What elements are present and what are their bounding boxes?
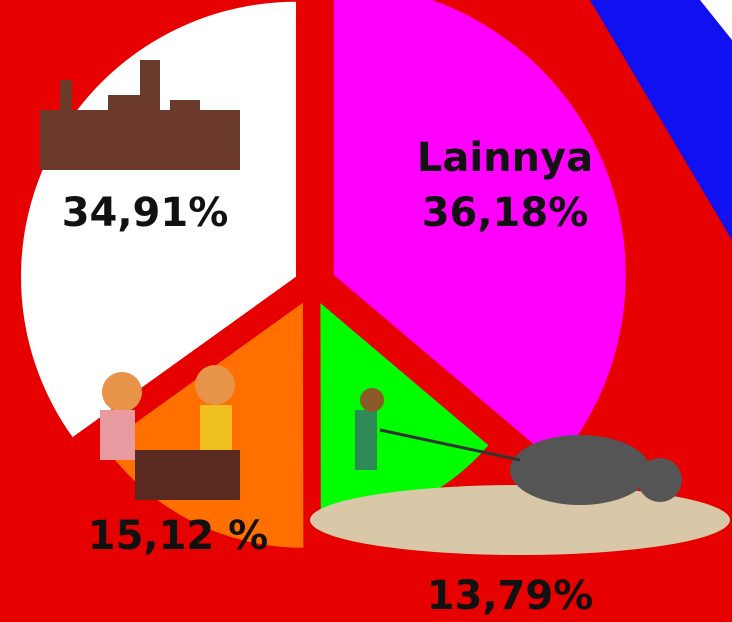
value-label: 34,91% <box>62 190 229 236</box>
icons <box>40 60 730 555</box>
farmer-icon <box>310 388 730 555</box>
decor-stripe <box>700 0 732 40</box>
value-label: 36,18% <box>422 190 589 236</box>
labels: 36,18% Lainnya 13,79% 15,12 % 34,91% <box>62 135 594 619</box>
pie-slice <box>333 0 626 464</box>
value-label: 13,79% <box>427 573 594 619</box>
vendor-icon <box>100 365 240 500</box>
factory-icon <box>40 60 240 170</box>
decor-stripe <box>590 0 732 240</box>
category-label: Lainnya <box>417 135 593 181</box>
value-label: 15,12 % <box>88 513 269 559</box>
